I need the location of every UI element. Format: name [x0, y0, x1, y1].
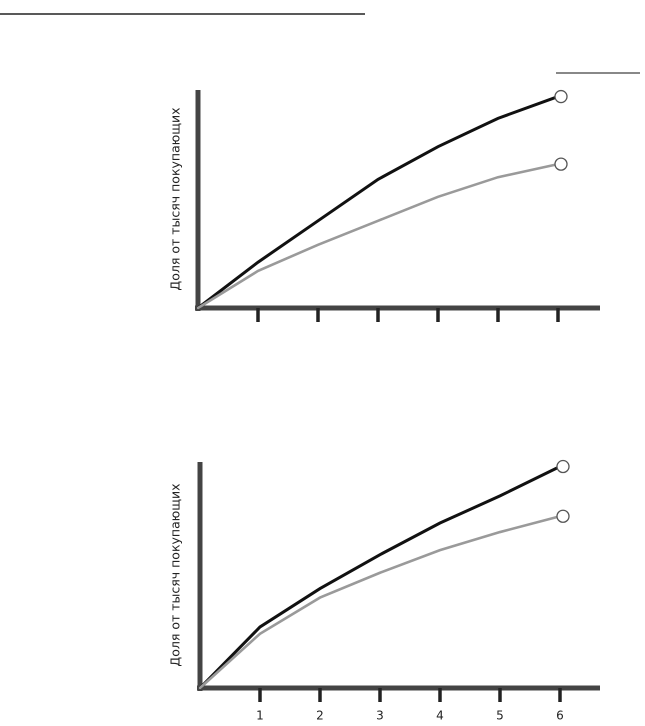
x-tick-label: 2 [316, 709, 324, 723]
end-marker [556, 459, 570, 474]
end-marker [554, 89, 568, 104]
line [198, 465, 562, 690]
x-tick-label: 5 [496, 709, 504, 723]
end-marker [556, 509, 570, 523]
line [196, 162, 560, 310]
x-tick-label: 1 [256, 709, 264, 723]
x-tick-label: 6 [556, 709, 564, 723]
y-axis-label: Доля от тысяч покупающих [168, 483, 183, 666]
line [196, 95, 560, 310]
line [198, 514, 562, 690]
x-tick-label: 4 [436, 709, 444, 723]
y-axis-label: Доля от тысяч покупающих [168, 107, 183, 290]
x-tick-label: 3 [376, 709, 384, 723]
end-marker [554, 157, 568, 171]
